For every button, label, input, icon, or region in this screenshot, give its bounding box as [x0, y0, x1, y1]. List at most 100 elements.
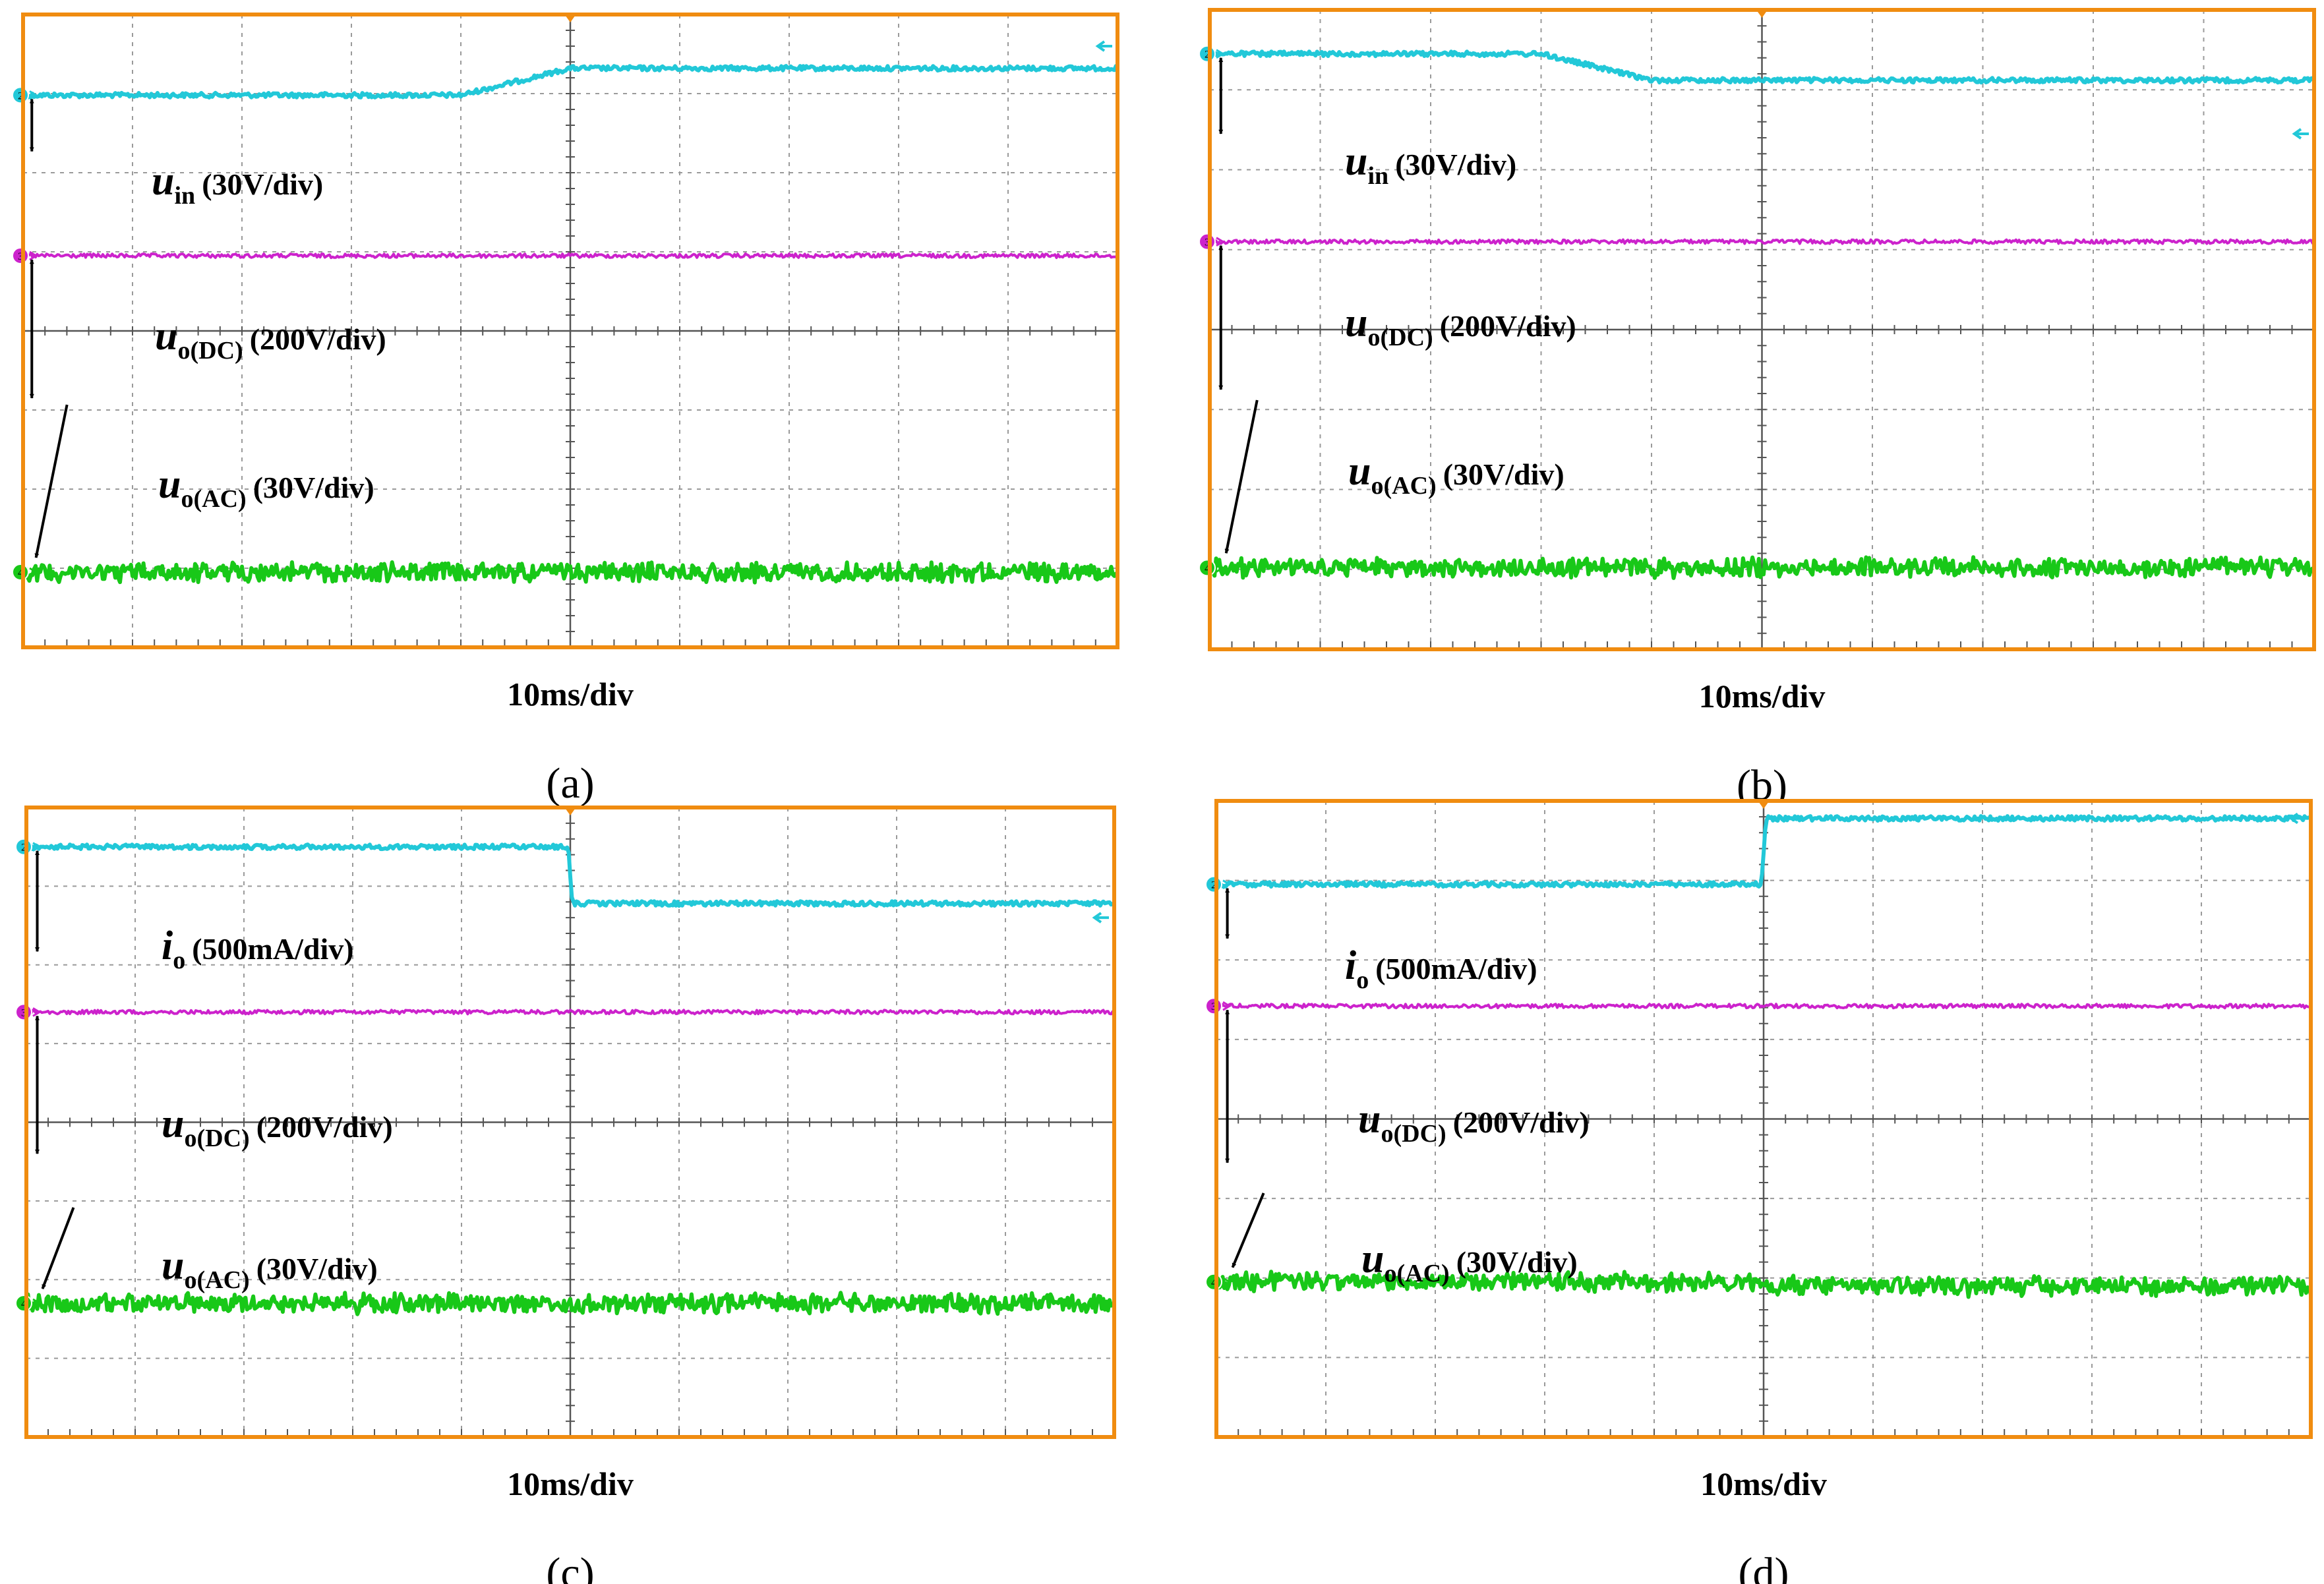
trace-u-in: [21, 64, 1118, 100]
reference-level-arrow: [1095, 40, 1112, 52]
channel-marker-tick: [1222, 1277, 1232, 1287]
trace-label-symbol: u: [155, 314, 177, 359]
label-pointer-arrow: [34, 404, 69, 558]
trace-label: io (500mA/div): [1345, 943, 1537, 994]
trace-label-scale: (30V/div): [202, 167, 323, 201]
scope-frame: [1214, 799, 2313, 1439]
trace-label-symbol: u: [152, 159, 174, 204]
label-pointer-arrow: [1231, 1192, 1265, 1268]
trace-u-o-dc: [1216, 1003, 2311, 1010]
panel-c: 2io (500mA/div)3uo(DC) (200V/div)4uo(AC) (3…: [15, 806, 1116, 1584]
trace-label: uin (30V/div): [152, 159, 323, 210]
panel-caption: (d): [1739, 1549, 1789, 1584]
scope-frame: [21, 13, 1119, 649]
trace-label-symbol: u: [1345, 139, 1367, 184]
trace-label-scale: (30V/div): [1443, 457, 1564, 491]
trace-label-subscript: o(AC): [1371, 472, 1436, 500]
trace-label-scale: (500mA/div): [1375, 952, 1537, 985]
channel-marker-tick: [32, 842, 42, 852]
trace-label: uin (30V/div): [1345, 139, 1516, 190]
channel-number: 4: [1211, 1277, 1216, 1289]
trace-label: uo(AC) (30V/div): [1348, 449, 1564, 500]
trace-u-o-ac: [22, 560, 1119, 585]
trace-label: uo(DC) (200V/div): [1358, 1097, 1590, 1148]
channel-marker-tick: [32, 1007, 42, 1017]
channel-number: 3: [21, 1007, 26, 1018]
label-pointer-arrow: [41, 1207, 75, 1289]
channel-number: 4: [1205, 563, 1210, 574]
trace-u-o-dc: [25, 1009, 1116, 1016]
trace-label-symbol: i: [1345, 943, 1356, 988]
channel-number: 3: [1205, 237, 1210, 249]
trace-u-o-ac: [1214, 1270, 2313, 1299]
channel-number: 2: [1211, 880, 1216, 891]
channel-number: 3: [18, 251, 23, 262]
trace-label-subscript: o(DC): [1367, 324, 1433, 351]
trace-label: uo(DC) (200V/div): [155, 314, 386, 365]
trace-label: uo(AC) (30V/div): [1361, 1237, 1578, 1287]
trace-label-scale: (200V/div): [256, 1110, 393, 1144]
trace-label: uo(DC) (200V/div): [162, 1101, 393, 1152]
trace-label-subscript: o(DC): [1381, 1120, 1446, 1148]
label-pointer-arrow: [1224, 399, 1259, 554]
trace-label-symbol: u: [162, 1243, 184, 1288]
trace-i-o: [24, 842, 1115, 908]
panel-caption: (c): [546, 1549, 594, 1584]
scope-grid: [26, 807, 1115, 1438]
trace-u-o-ac: [1208, 555, 2316, 580]
trace-label-subscript: o(AC): [1384, 1260, 1449, 1287]
trace-u-o-dc: [22, 252, 1119, 259]
trace-label-scale: (30V/div): [256, 1252, 378, 1285]
channel-marker-tick: [1216, 563, 1225, 573]
trace-label: uo(AC) (30V/div): [162, 1243, 378, 1294]
trace-label-symbol: u: [1348, 449, 1371, 494]
trace-label-subscript: o(AC): [181, 485, 246, 513]
trace-u-o-dc: [1208, 238, 2315, 245]
channel-number: 2: [18, 90, 23, 102]
trace-label: io (500mA/div): [162, 924, 354, 974]
channel-number: 4: [21, 1299, 26, 1310]
reference-level-arrow: [2288, 812, 2306, 825]
channel-marker-tick: [1222, 1001, 1232, 1011]
panel-caption: (a): [546, 759, 594, 807]
trace-label-subscript: in: [174, 182, 195, 210]
trace-label-scale: (30V/div): [1395, 148, 1516, 181]
trace-label-scale: (200V/div): [250, 322, 386, 356]
trace-label-subscript: o(DC): [184, 1125, 249, 1152]
trace-label: uo(AC) (30V/div): [158, 462, 374, 513]
trace-label-symbol: u: [1345, 301, 1367, 345]
trace-label-symbol: u: [162, 1101, 184, 1146]
trace-label-subscript: in: [1367, 162, 1388, 190]
trace-label-subscript: o(DC): [177, 337, 243, 365]
trace-i-o: [1214, 814, 2311, 889]
trace-label-scale: (500mA/div): [192, 932, 353, 966]
scope-grid: [22, 14, 1118, 648]
channel-number: 2: [1205, 49, 1210, 61]
trace-label-scale: (200V/div): [1453, 1105, 1590, 1139]
channel-marker-tick: [1216, 237, 1225, 247]
trace-u-o-ac: [24, 1291, 1115, 1316]
trace-label-scale: (200V/div): [1440, 309, 1576, 343]
trace-u-in: [1208, 49, 2316, 85]
trace-label-subscript: o(AC): [184, 1266, 249, 1294]
scope-grid: [1216, 800, 2311, 1438]
channel-marker-tick: [32, 1298, 42, 1308]
time-base-label: 10ms/div: [1700, 1465, 1827, 1502]
channel-marker-tick: [1216, 49, 1225, 59]
scope-frame: [1208, 8, 2316, 651]
trace-label-symbol: u: [1358, 1097, 1381, 1142]
time-base-label: 10ms/div: [507, 1465, 634, 1502]
time-base-label: 10ms/div: [507, 676, 634, 713]
channel-marker-tick: [1222, 879, 1232, 889]
trace-label-scale: (30V/div): [253, 471, 374, 504]
reference-level-arrow: [1092, 912, 1109, 924]
trace-label-symbol: i: [162, 924, 173, 968]
channel-number: 3: [1211, 1001, 1216, 1012]
trace-label-scale: (30V/div): [1456, 1245, 1578, 1279]
channel-marker-tick: [29, 90, 38, 100]
reference-level-arrow: [2292, 128, 2309, 140]
trace-label: uo(DC) (200V/div): [1345, 301, 1576, 351]
